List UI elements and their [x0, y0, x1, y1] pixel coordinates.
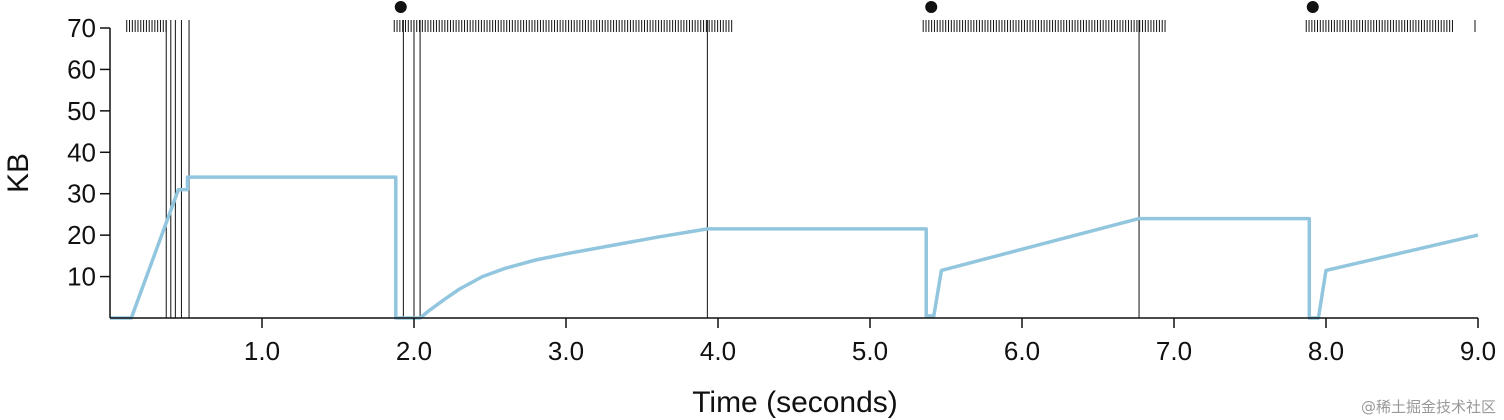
watermark-text: @稀土掘金技术社区 — [1361, 398, 1496, 416]
x-tick-label: 1.0 — [244, 336, 280, 366]
y-tick-label: 40 — [67, 137, 96, 167]
y-tick-label: 70 — [67, 13, 96, 43]
y-axis-ticks: 10 20 30 40 50 60 70 — [67, 13, 110, 292]
y-tick-label: 10 — [67, 262, 96, 292]
y-axis-title: KB — [2, 153, 35, 193]
top-event-dot — [1306, 1, 1319, 13]
vertical-markers — [165, 20, 1140, 318]
axes — [109, 28, 1478, 319]
x-tick-label: 8.0 — [1308, 336, 1344, 366]
y-tick-label: 60 — [67, 54, 96, 84]
x-tick-label: 4.0 — [700, 336, 736, 366]
top-event-ticks — [126, 20, 1476, 32]
x-tick-label: 3.0 — [548, 336, 584, 366]
y-tick-label: 30 — [67, 179, 96, 209]
x-tick-label: 7.0 — [1156, 336, 1192, 366]
x-axis-title: Time (seconds) — [692, 386, 898, 419]
top-event-dot — [394, 1, 407, 13]
series-group — [110, 175, 1479, 320]
y-tick-label: 20 — [67, 220, 96, 250]
y-tick-label: 50 — [67, 96, 96, 126]
x-axis-ticks: 1.0 2.0 3.0 4.0 5.0 6.0 7.0 8.0 9.0 — [244, 318, 1496, 366]
x-tick-label: 6.0 — [1004, 336, 1040, 366]
series-line — [110, 175, 1479, 320]
top-event-dot — [925, 1, 938, 13]
x-tick-label: 9.0 — [1460, 336, 1496, 366]
x-tick-label: 5.0 — [852, 336, 888, 366]
x-tick-label: 2.0 — [396, 336, 432, 366]
top-event-dots — [394, 1, 1319, 13]
